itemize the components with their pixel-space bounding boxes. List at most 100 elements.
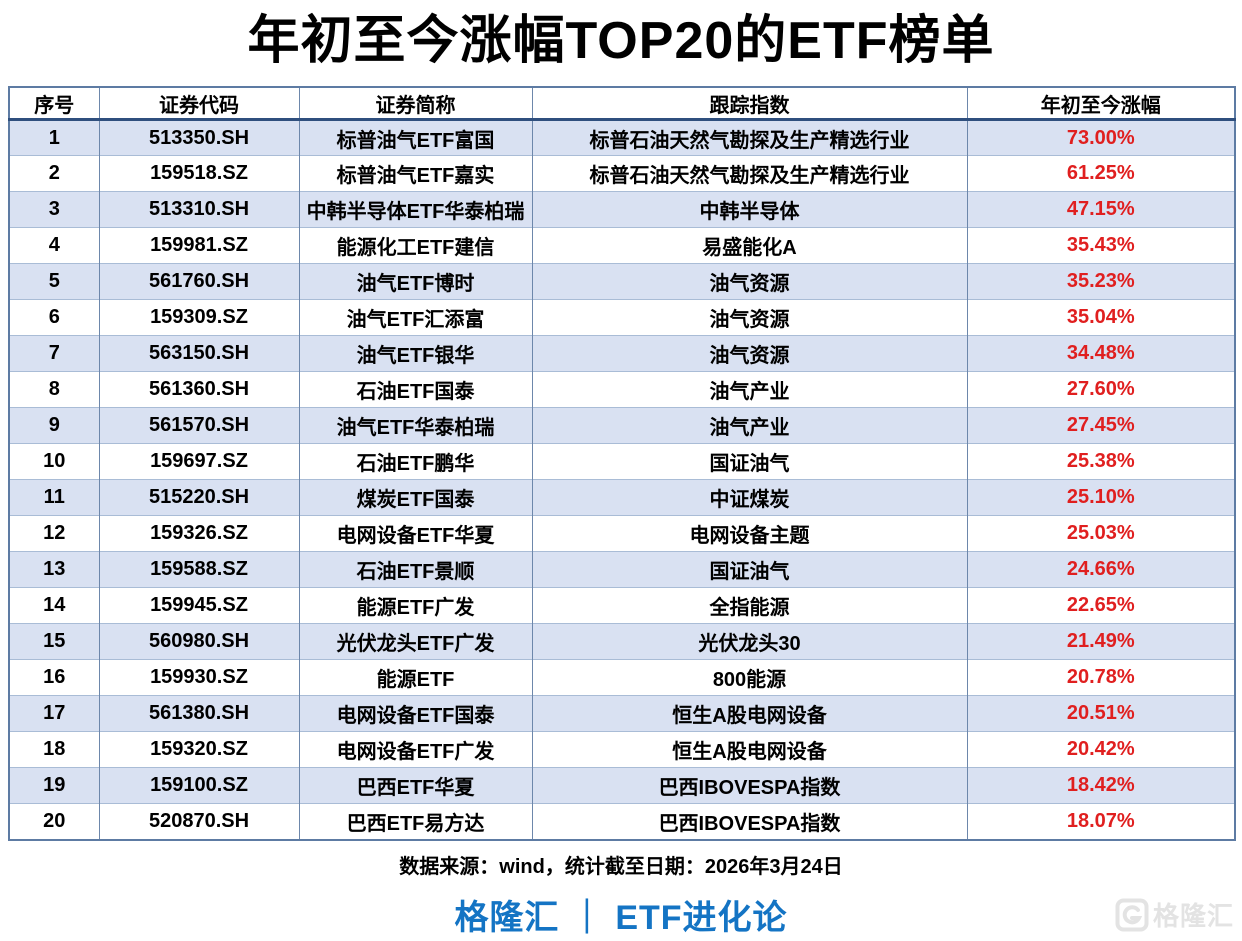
table-row: 17 561380.SH 电网设备ETF国泰 恒生A股电网设备 20.51% bbox=[8, 695, 1236, 732]
table-row: 19 159100.SZ 巴西ETF华夏 巴西IBOVESPA指数 18.42% bbox=[8, 767, 1236, 804]
cell-index: 油气资源 bbox=[531, 299, 968, 336]
cell-name: 能源ETF广发 bbox=[298, 587, 533, 624]
cell-seq: 7 bbox=[8, 335, 100, 372]
cell-index: 巴西IBOVESPA指数 bbox=[531, 767, 968, 804]
cell-change: 24.66% bbox=[966, 551, 1236, 588]
cell-change: 35.04% bbox=[966, 299, 1236, 336]
cell-index: 标普石油天然气勘探及生产精选行业 bbox=[531, 155, 968, 192]
cell-name: 巴西ETF华夏 bbox=[298, 767, 533, 804]
cell-code: 513310.SH bbox=[98, 191, 300, 228]
cell-code: 561570.SH bbox=[98, 407, 300, 444]
table-row: 5 561760.SH 油气ETF博时 油气资源 35.23% bbox=[8, 263, 1236, 300]
cell-name: 光伏龙头ETF广发 bbox=[298, 623, 533, 660]
cell-change: 34.48% bbox=[966, 335, 1236, 372]
cell-code: 159981.SZ bbox=[98, 227, 300, 264]
table-row: 14 159945.SZ 能源ETF广发 全指能源 22.65% bbox=[8, 587, 1236, 624]
cell-seq: 19 bbox=[8, 767, 100, 804]
cell-name: 石油ETF景顺 bbox=[298, 551, 533, 588]
cell-change: 27.45% bbox=[966, 407, 1236, 444]
cell-seq: 11 bbox=[8, 479, 100, 516]
cell-code: 561380.SH bbox=[98, 695, 300, 732]
cell-seq: 5 bbox=[8, 263, 100, 300]
table-row: 7 563150.SH 油气ETF银华 油气资源 34.48% bbox=[8, 335, 1236, 372]
cell-seq: 12 bbox=[8, 515, 100, 552]
cell-code: 159518.SZ bbox=[98, 155, 300, 192]
table-row: 15 560980.SH 光伏龙头ETF广发 光伏龙头30 21.49% bbox=[8, 623, 1236, 660]
cell-index: 油气产业 bbox=[531, 371, 968, 408]
cell-code: 159697.SZ bbox=[98, 443, 300, 480]
cell-index: 国证油气 bbox=[531, 551, 968, 588]
cell-name: 巴西ETF易方达 bbox=[298, 803, 533, 840]
table-row: 2 159518.SZ 标普油气ETF嘉实 标普石油天然气勘探及生产精选行业 61.25… bbox=[8, 155, 1236, 192]
column-header-code: 证券代码 bbox=[98, 86, 300, 122]
cell-index: 全指能源 bbox=[531, 587, 968, 624]
cell-name: 石油ETF国泰 bbox=[298, 371, 533, 408]
cell-code: 515220.SH bbox=[98, 479, 300, 516]
table-row: 20 520870.SH 巴西ETF易方达 巴西IBOVESPA指数 18.07% bbox=[8, 803, 1236, 840]
cell-seq: 18 bbox=[8, 731, 100, 768]
cell-change: 18.07% bbox=[966, 803, 1236, 840]
cell-name: 能源化工ETF建信 bbox=[298, 227, 533, 264]
cell-index: 巴西IBOVESPA指数 bbox=[531, 803, 968, 840]
table-body: 1 513350.SH 标普油气ETF富国 标普石油天然气勘探及生产精选行业 73.00… bbox=[8, 119, 1236, 840]
cell-index: 恒生A股电网设备 bbox=[531, 731, 968, 768]
cell-change: 35.23% bbox=[966, 263, 1236, 300]
table-row: 4 159981.SZ 能源化工ETF建信 易盛能化A 35.43% bbox=[8, 227, 1236, 264]
cell-seq: 10 bbox=[8, 443, 100, 480]
cell-index: 国证油气 bbox=[531, 443, 968, 480]
cell-index: 电网设备主题 bbox=[531, 515, 968, 552]
cell-code: 159945.SZ bbox=[98, 587, 300, 624]
cell-seq: 9 bbox=[8, 407, 100, 444]
table-row: 18 159320.SZ 电网设备ETF广发 恒生A股电网设备 20.42% bbox=[8, 731, 1236, 768]
cell-code: 520870.SH bbox=[98, 803, 300, 840]
data-source-note: 数据来源：wind，统计截至日期：2026年3月24日 bbox=[399, 855, 843, 878]
cell-index: 恒生A股电网设备 bbox=[531, 695, 968, 732]
column-header-change: 年初至今涨幅 bbox=[966, 86, 1236, 122]
table-row: 12 159326.SZ 电网设备ETF华夏 电网设备主题 25.03% bbox=[8, 515, 1236, 552]
cell-index: 800能源 bbox=[531, 659, 968, 696]
cell-change: 20.42% bbox=[966, 731, 1236, 768]
table-row: 8 561360.SH 石油ETF国泰 油气产业 27.60% bbox=[8, 371, 1236, 408]
cell-name: 中韩半导体ETF华泰柏瑞 bbox=[298, 191, 533, 228]
cell-index: 光伏龙头30 bbox=[531, 623, 968, 660]
cell-change: 20.51% bbox=[966, 695, 1236, 732]
cell-index: 中证煤炭 bbox=[531, 479, 968, 516]
cell-change: 25.03% bbox=[966, 515, 1236, 552]
cell-seq: 20 bbox=[8, 803, 100, 840]
cell-code: 563150.SH bbox=[98, 335, 300, 372]
cell-seq: 1 bbox=[8, 119, 100, 156]
watermark: 格隆汇 bbox=[1115, 896, 1234, 933]
cell-seq: 6 bbox=[8, 299, 100, 336]
cell-change: 25.38% bbox=[966, 443, 1236, 480]
cell-index: 油气产业 bbox=[531, 407, 968, 444]
cell-code: 159100.SZ bbox=[98, 767, 300, 804]
cell-seq: 17 bbox=[8, 695, 100, 732]
cell-name: 煤炭ETF国泰 bbox=[298, 479, 533, 516]
cell-code: 513350.SH bbox=[98, 119, 300, 156]
cell-seq: 16 bbox=[8, 659, 100, 696]
cell-seq: 15 bbox=[8, 623, 100, 660]
table-row: 11 515220.SH 煤炭ETF国泰 中证煤炭 25.10% bbox=[8, 479, 1236, 516]
cell-seq: 4 bbox=[8, 227, 100, 264]
cell-name: 标普油气ETF嘉实 bbox=[298, 155, 533, 192]
cell-change: 35.43% bbox=[966, 227, 1236, 264]
cell-name: 标普油气ETF富国 bbox=[298, 119, 533, 156]
table-row: 1 513350.SH 标普油气ETF富国 标普石油天然气勘探及生产精选行业 73.00… bbox=[8, 119, 1236, 156]
watermark-text: 格隆汇 bbox=[1152, 901, 1234, 931]
column-header-seq: 序号 bbox=[8, 86, 100, 122]
cell-change: 47.15% bbox=[966, 191, 1236, 228]
cell-code: 159588.SZ bbox=[98, 551, 300, 588]
cell-seq: 13 bbox=[8, 551, 100, 588]
cell-index: 标普石油天然气勘探及生产精选行业 bbox=[531, 119, 968, 156]
cell-code: 561760.SH bbox=[98, 263, 300, 300]
table-row: 10 159697.SZ 石油ETF鹏华 国证油气 25.38% bbox=[8, 443, 1236, 480]
cell-index: 中韩半导体 bbox=[531, 191, 968, 228]
cell-change: 21.49% bbox=[966, 623, 1236, 660]
cell-name: 油气ETF华泰柏瑞 bbox=[298, 407, 533, 444]
cell-code: 561360.SH bbox=[98, 371, 300, 408]
table-row: 9 561570.SH 油气ETF华泰柏瑞 油气产业 27.45% bbox=[8, 407, 1236, 444]
cell-code: 159930.SZ bbox=[98, 659, 300, 696]
cell-name: 油气ETF汇添富 bbox=[298, 299, 533, 336]
etf-table: 序号 证券代码 证券简称 跟踪指数 年初至今涨幅 1 513350.SH 标普油气ETF富国… bbox=[8, 85, 1236, 841]
